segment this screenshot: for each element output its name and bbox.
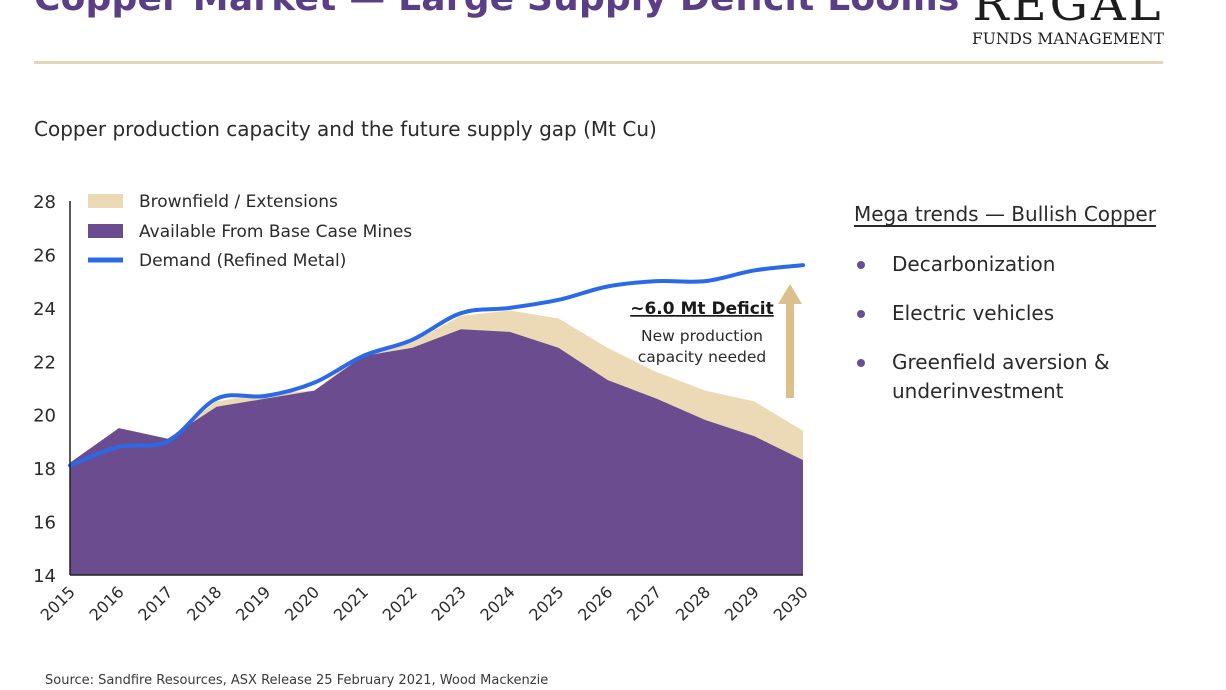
bullet-dot-icon (857, 261, 865, 269)
deficit-annotation-label: ~6.0 Mt Deficit (630, 299, 774, 319)
chart-title: Copper production capacity and the futur… (34, 117, 657, 141)
x-tick-label: 2029 (721, 582, 763, 624)
trend-item: Greenfield aversion & underinvestment (854, 348, 1194, 406)
deficit-annotation-note: capacity needed (638, 348, 766, 366)
x-tick-label: 2027 (623, 582, 665, 624)
regal-logo: REGAL FUNDS MANAGEMENT (972, 0, 1164, 48)
bullet-dot-icon (857, 359, 865, 367)
x-tick-label: 2026 (574, 582, 616, 624)
slide-title: Copper Market — Large Supply Deficit Loo… (34, 0, 960, 19)
x-tick-label: 2023 (428, 582, 470, 624)
trend-label-continued: underinvestment (892, 379, 1064, 403)
x-tick-label: 2016 (85, 582, 127, 624)
x-tick-label: 2030 (770, 582, 812, 624)
mega-trends-panel: Mega trends — Bullish Copper Decarboniza… (854, 202, 1194, 426)
x-tick-label: 2024 (476, 582, 518, 624)
y-tick-label: 14 (33, 566, 56, 587)
y-tick-label: 16 (33, 513, 56, 534)
trend-label: Decarbonization (892, 252, 1056, 276)
header-divider (34, 61, 1163, 64)
deficit-arrow-shaft (786, 303, 794, 398)
trend-label: Electric vehicles (892, 301, 1055, 325)
x-tick-label: 2018 (183, 582, 225, 624)
legend-brownfield-label: Brownfield / Extensions (139, 192, 338, 212)
x-tick-label: 2015 (37, 582, 79, 624)
mega-trends-heading: Mega trends — Bullish Copper (854, 202, 1156, 226)
logo-subtitle: FUNDS MANAGEMENT (972, 30, 1164, 48)
x-tick-label: 2028 (672, 582, 714, 624)
base-case-mines-area (70, 329, 803, 575)
y-tick-label: 18 (33, 459, 56, 480)
x-tick-label: 2017 (134, 582, 176, 624)
trend-item: Decarbonization (854, 250, 1194, 279)
x-tick-label: 2020 (281, 582, 323, 624)
legend-brownfield-swatch (88, 194, 123, 208)
x-tick-label: 2019 (232, 582, 274, 624)
bullet-dot-icon (857, 310, 865, 318)
y-tick-label: 24 (33, 299, 56, 320)
deficit-annotation-note: New production (641, 327, 763, 345)
source-note: Source: Sandfire Resources, ASX Release … (45, 673, 549, 688)
trend-label: Greenfield aversion & (892, 350, 1110, 374)
legend-base-case-label: Available From Base Case Mines (139, 222, 412, 242)
legend-base-case-swatch (88, 224, 123, 238)
trend-item: Electric vehicles (854, 299, 1194, 328)
y-tick-label: 26 (33, 245, 56, 266)
y-tick-label: 28 (33, 192, 56, 213)
demand-line (68, 263, 805, 468)
deficit-arrow-head-icon (778, 284, 802, 304)
x-tick-label: 2022 (379, 582, 421, 624)
x-tick-label: 2025 (525, 582, 567, 624)
y-tick-label: 20 (33, 406, 56, 427)
x-tick-label: 2021 (330, 582, 372, 624)
logo-wordmark: REGAL (972, 0, 1164, 32)
y-tick-label: 22 (33, 352, 56, 373)
legend-demand-label: Demand (Refined Metal) (139, 251, 346, 271)
